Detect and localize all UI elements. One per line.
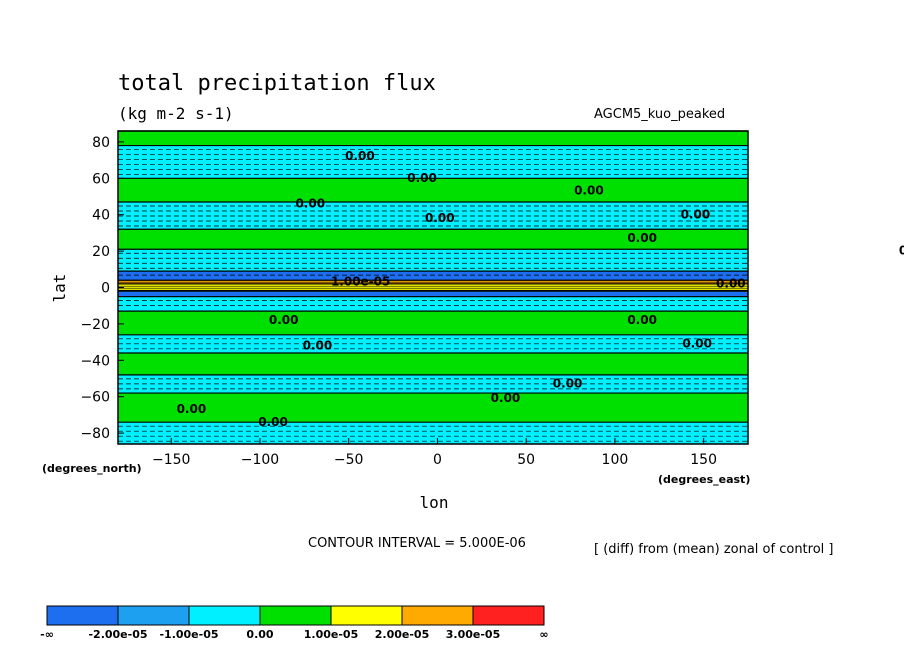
y-tick-label: −60 — [80, 390, 110, 406]
band-1 — [118, 145, 748, 179]
colorbar-swatch-2 — [188, 605, 261, 626]
contour-label: 0.00 — [627, 313, 657, 327]
x-tick-label: 150 — [690, 452, 717, 468]
contour-label: 0.00 — [177, 402, 207, 416]
colorbar-label-0: -∞ — [40, 628, 54, 641]
colorbar-label-7: ∞ — [539, 628, 548, 641]
x-tick-label: −50 — [334, 452, 364, 468]
band-15 — [118, 393, 748, 423]
y-axis-label: lat — [50, 274, 69, 303]
y-tick-label: 0 — [101, 281, 110, 297]
x-units-label: (degrees_east) — [658, 473, 750, 486]
contour-label: 0.00 — [295, 196, 325, 210]
contour-label: 0.00 — [345, 149, 375, 163]
y-tick-label: −20 — [80, 317, 110, 333]
diff-note: [ (diff) from (mean) zonal of control ] — [594, 542, 833, 557]
colorbar-swatch-5 — [401, 605, 474, 626]
x-axis-label: lon — [420, 493, 449, 512]
contour-label: 0.00 — [716, 277, 746, 291]
y-tick-label: 40 — [92, 208, 110, 224]
contour-label: 0.00 — [574, 184, 604, 198]
contour-label: 0.00 — [627, 231, 657, 245]
band-9 — [118, 291, 748, 297]
plot-area: 0.00 0.00 0.00 0.00 0.00 0.00 0.00 0.00 0.00 1.00… — [80, 130, 904, 468]
y-units-label: (degrees_north) — [42, 462, 142, 475]
colorbar-label-3: 0.00 — [246, 628, 273, 641]
y-tick-label: 80 — [92, 135, 110, 151]
y-tick-label: −40 — [80, 353, 110, 369]
colorbar-swatch-3 — [259, 605, 332, 626]
band-4 — [118, 229, 748, 250]
y-tick-label: −80 — [80, 426, 110, 442]
y-tick-label: 20 — [92, 244, 110, 260]
x-tick-label: 0 — [433, 452, 442, 468]
contour-label: 0.00 — [681, 207, 711, 221]
chart-units: (kg m-2 s-1) — [118, 104, 234, 123]
band-5 — [118, 249, 748, 272]
band-10 — [118, 296, 748, 312]
band-13 — [118, 353, 748, 375]
contour-label: 0.00 — [553, 377, 583, 391]
band-8 — [118, 283, 748, 292]
band-6 — [118, 271, 748, 281]
dataset-label: AGCM5_kuo_peaked — [594, 107, 725, 122]
colorbar: -∞ -2.00e-05 -1.00e-05 0.00 1.00e-05 2.00e-05… — [40, 605, 549, 641]
colorbar-label-4: 1.00e-05 — [304, 628, 358, 641]
x-tick-label: 50 — [517, 452, 535, 468]
contour-label: 0.00 — [269, 313, 299, 327]
contour-label: 0.00 — [682, 337, 712, 351]
x-tick-label: −150 — [152, 452, 190, 468]
colorbar-swatch-6 — [472, 605, 545, 626]
contour-label: 0.00 — [303, 338, 333, 352]
contour-label: 0.00 — [899, 244, 904, 258]
contour-label: 0.00 — [258, 415, 288, 429]
colorbar-swatch-4 — [330, 605, 403, 626]
colorbar-label-5: 2.00e-05 — [375, 628, 429, 641]
band-16 — [118, 422, 748, 444]
x-tick-label: 100 — [602, 452, 629, 468]
contour-label: 0.00 — [491, 391, 521, 405]
y-tick-label: 60 — [92, 171, 110, 187]
band-2 — [118, 178, 748, 202]
contour-interval-text: CONTOUR INTERVAL = 5.000E-06 — [308, 536, 526, 551]
chart-title: total precipitation flux — [118, 71, 436, 96]
band-3 — [118, 201, 748, 230]
colorbar-label-1: -2.00e-05 — [88, 628, 147, 641]
band-11 — [118, 311, 748, 335]
colorbar-swatch-1 — [117, 605, 190, 626]
colorbar-label-2: -1.00e-05 — [159, 628, 218, 641]
contour-label: 0.00 — [425, 211, 455, 225]
contour-label: 1.00e-05 — [331, 275, 390, 289]
band-0 — [118, 131, 748, 146]
colorbar-swatch-0 — [46, 605, 119, 626]
colorbar-label-6: 3.00e-05 — [446, 628, 500, 641]
x-tick-label: −100 — [241, 452, 279, 468]
contour-label: 0.00 — [407, 171, 437, 185]
